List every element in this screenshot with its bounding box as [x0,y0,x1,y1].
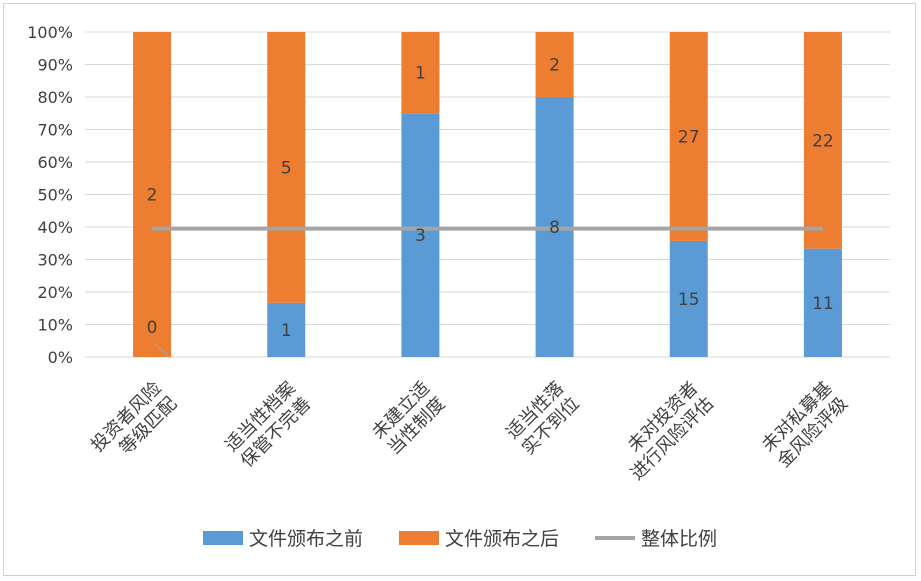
leader-line [153,342,169,357]
data-label-after: 5 [281,158,292,178]
y-axis: 0% 10% 20% 30% 40% 50% 60% 70% 80% 90% 100% [27,23,73,367]
gridlines [85,31,890,358]
legend-label-line: 整体比例 [641,528,717,550]
y-tick-label: 0% [48,348,73,367]
bar-after [267,32,306,303]
bars [133,32,842,357]
data-label-after: 1 [415,64,426,84]
legend-label-after: 文件颁布之后 [445,528,559,550]
y-tick-label: 40% [37,218,73,237]
bar-after [535,32,574,97]
y-tick-label: 60% [37,153,73,172]
y-tick-label: 20% [37,283,73,302]
data-label-before: 1 [281,321,292,341]
legend: 文件颁布之前 文件颁布之后 整体比例 [203,528,717,550]
data-label-before: 8 [549,218,560,238]
data-label-before: 15 [678,290,700,310]
y-tick-label: 30% [37,251,73,270]
bar-before [267,302,306,357]
legend-label-before: 文件颁布之前 [249,528,363,550]
bar-before [669,240,708,357]
data-label-after: 22 [812,131,834,151]
bar-before [803,248,842,357]
bar-after [803,32,842,249]
y-tick-label: 100% [27,23,73,42]
bar-after [133,32,172,357]
data-label-before: 11 [812,294,834,314]
y-tick-label: 80% [37,88,73,107]
y-tick-label: 90% [37,56,73,75]
bar-after [401,32,440,114]
bar-before [401,113,440,357]
data-label-after: 2 [147,186,158,206]
y-tick-label: 10% [37,316,73,335]
data-label-after: 2 [549,56,560,76]
y-tick-label: 70% [37,121,73,140]
legend-swatch-after [399,531,439,545]
legend-swatch-before [203,531,243,545]
data-label-after: 27 [678,127,700,147]
data-label-before: 0 [147,318,158,338]
data-label-before: 3 [415,226,426,246]
bar-after [669,32,708,241]
y-tick-label: 50% [37,186,73,205]
